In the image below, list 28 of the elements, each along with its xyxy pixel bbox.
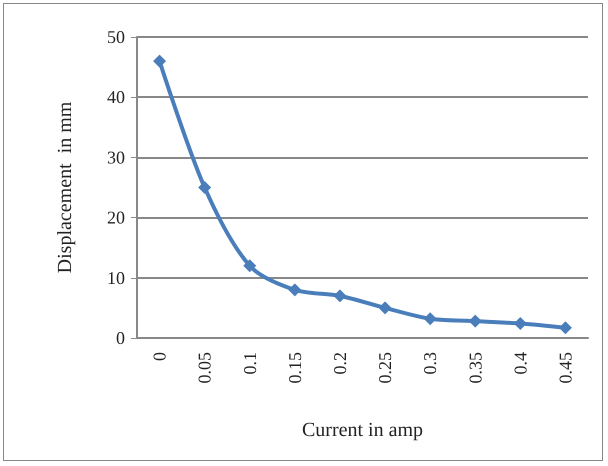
y-tick-label: 20 — [107, 208, 125, 228]
x-tick-label: 0.05 — [194, 352, 215, 384]
x-tick-label: 0.1 — [240, 352, 260, 374]
point — [243, 259, 256, 272]
point — [333, 289, 346, 302]
point — [198, 181, 212, 194]
point — [468, 314, 482, 328]
x-tick-label: 0.25 — [375, 352, 396, 384]
point — [558, 321, 572, 334]
y-tick-label: 30 — [107, 147, 125, 168]
x-tick-label: 0.45 — [555, 352, 576, 384]
point — [378, 301, 392, 314]
point — [288, 283, 302, 296]
x-tick-label: 0.35 — [465, 352, 486, 384]
x-tick-label: 0.2 — [330, 352, 350, 374]
x-tick-label: 0.3 — [420, 352, 440, 374]
point — [424, 312, 437, 326]
point — [514, 317, 527, 330]
y-tick-label: 40 — [107, 87, 125, 108]
y-tick-label: 50 — [107, 27, 125, 47]
x-axis-title: Current in amp — [302, 419, 424, 441]
y-axis-title: Displacement in mm — [54, 101, 76, 274]
x-tick-label: 0.4 — [510, 352, 530, 374]
point — [153, 54, 166, 68]
x-tick-label: 0 — [150, 352, 170, 361]
y-tick-label: 10 — [107, 268, 125, 288]
x-tick-label: 0.15 — [284, 352, 305, 384]
y-tick-label: 0 — [116, 328, 125, 348]
